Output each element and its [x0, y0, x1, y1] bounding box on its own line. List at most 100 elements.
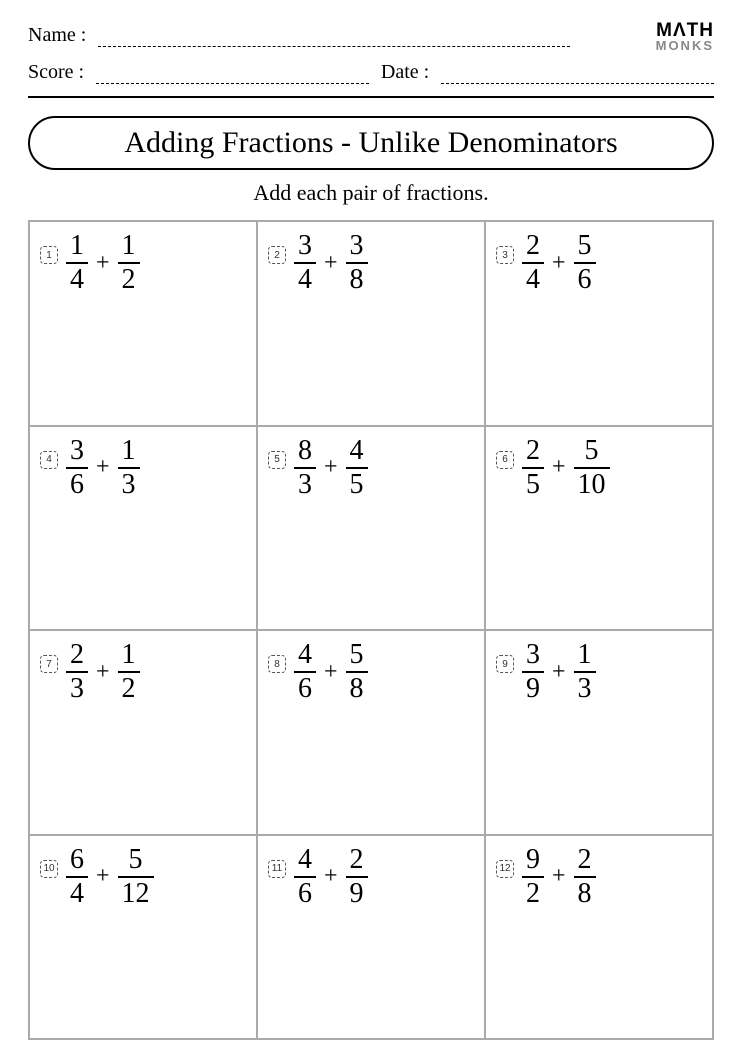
denominator: 3	[574, 673, 596, 703]
numerator: 3	[66, 437, 88, 467]
denominator: 2	[118, 673, 140, 703]
problem-number: 7	[40, 655, 58, 673]
problem-cell: 7 23+12	[29, 630, 257, 835]
fraction: 34	[294, 232, 316, 294]
problem-cell: 583+45	[257, 426, 485, 631]
problem-cell: 939+13	[485, 630, 713, 835]
denominator: 9	[346, 878, 368, 908]
numerator: 5	[346, 641, 368, 671]
problem-number: 8	[268, 655, 286, 673]
denominator: 2	[522, 878, 544, 908]
fraction-expression: 46 +29	[294, 846, 368, 908]
plus-operator: +	[552, 659, 566, 686]
fraction: 46	[294, 641, 316, 703]
problem-cell: 1064+512	[29, 835, 257, 1040]
plus-operator: +	[324, 863, 338, 890]
plus-operator: +	[96, 863, 110, 890]
name-row: Name :	[28, 24, 714, 47]
date-blank[interactable]	[441, 64, 714, 84]
denominator: 3	[294, 469, 316, 499]
denominator: 4	[66, 264, 88, 294]
denominator: 6	[294, 878, 316, 908]
numerator: 1	[574, 641, 596, 671]
fraction-expression: 83 +45	[294, 437, 368, 499]
fraction: 46	[294, 846, 316, 908]
denominator: 5	[346, 469, 368, 499]
plus-operator: +	[96, 454, 110, 481]
problem-cell: 846+58	[257, 630, 485, 835]
numerator: 5	[125, 846, 147, 876]
plus-operator: +	[552, 250, 566, 277]
fraction: 13	[118, 437, 140, 499]
title-box: Adding Fractions - Unlike Denominators	[28, 116, 714, 170]
numerator: 2	[522, 232, 544, 262]
problem-cell: 234+38	[257, 221, 485, 426]
fraction: 23	[66, 641, 88, 703]
fraction: 36	[66, 437, 88, 499]
numerator: 3	[294, 232, 316, 262]
fraction: 24	[522, 232, 544, 294]
problem-cell: 1292+28	[485, 835, 713, 1040]
problem-cell: 324+56	[485, 221, 713, 426]
fraction: 25	[522, 437, 544, 499]
numerator: 4	[294, 846, 316, 876]
fraction: 14	[66, 232, 88, 294]
fraction: 12	[118, 641, 140, 703]
denominator: 2	[118, 264, 140, 294]
score-date-row: Score : Date :	[28, 61, 714, 84]
problem-grid: 114+12234+38324+56436+13583+45625+510723…	[28, 220, 714, 1040]
plus-operator: +	[324, 454, 338, 481]
numerator: 1	[118, 641, 140, 671]
header-rule	[28, 96, 714, 98]
denominator: 3	[66, 673, 88, 703]
fraction-expression: 24+56	[522, 232, 596, 294]
numerator: 4	[346, 437, 368, 467]
fraction-expression: 34 +38	[294, 232, 368, 294]
denominator: 8	[346, 673, 368, 703]
instruction-text: Add each pair of fractions.	[28, 180, 714, 206]
numerator: 3	[522, 641, 544, 671]
score-blank[interactable]	[96, 64, 369, 84]
problem-number: 6	[496, 451, 514, 469]
fraction-expression: 36 +13	[66, 437, 140, 499]
denominator: 4	[66, 878, 88, 908]
numerator: 4	[294, 641, 316, 671]
numerator: 1	[66, 232, 88, 262]
fraction: 38	[346, 232, 368, 294]
fraction: 92	[522, 846, 544, 908]
numerator: 1	[118, 437, 140, 467]
fraction-expression: 25 +510	[522, 437, 610, 499]
name-blank[interactable]	[98, 27, 570, 47]
problem-number: 3	[496, 246, 514, 264]
problem-cell: 6 25 +510	[485, 426, 713, 631]
denominator: 3	[118, 469, 140, 499]
fraction: 83	[294, 437, 316, 499]
numerator: 1	[118, 232, 140, 262]
numerator: 2	[66, 641, 88, 671]
fraction-expression: 39+13	[522, 641, 596, 703]
denominator: 8	[346, 264, 368, 294]
denominator: 6	[574, 264, 596, 294]
numerator: 2	[346, 846, 368, 876]
problem-cell: 436+13	[29, 426, 257, 631]
numerator: 9	[522, 846, 544, 876]
problem-cell: 114+12	[29, 221, 257, 426]
logo-line2: MONKS	[656, 40, 714, 52]
problem-number: 5	[268, 451, 286, 469]
score-label: Score :	[28, 61, 84, 84]
name-label: Name :	[28, 24, 86, 47]
fraction-expression: 23+12	[66, 641, 140, 703]
plus-operator: +	[324, 250, 338, 277]
fraction: 45	[346, 437, 368, 499]
denominator: 5	[522, 469, 544, 499]
fraction: 12	[118, 232, 140, 294]
fraction-expression: 92+28	[522, 846, 596, 908]
plus-operator: +	[552, 454, 566, 481]
date-label: Date :	[381, 61, 429, 84]
fraction: 510	[574, 437, 610, 499]
denominator: 6	[66, 469, 88, 499]
worksheet-title: Adding Fractions - Unlike Denominators	[48, 126, 694, 160]
numerator: 6	[66, 846, 88, 876]
numerator: 3	[346, 232, 368, 262]
denominator: 12	[118, 878, 154, 908]
